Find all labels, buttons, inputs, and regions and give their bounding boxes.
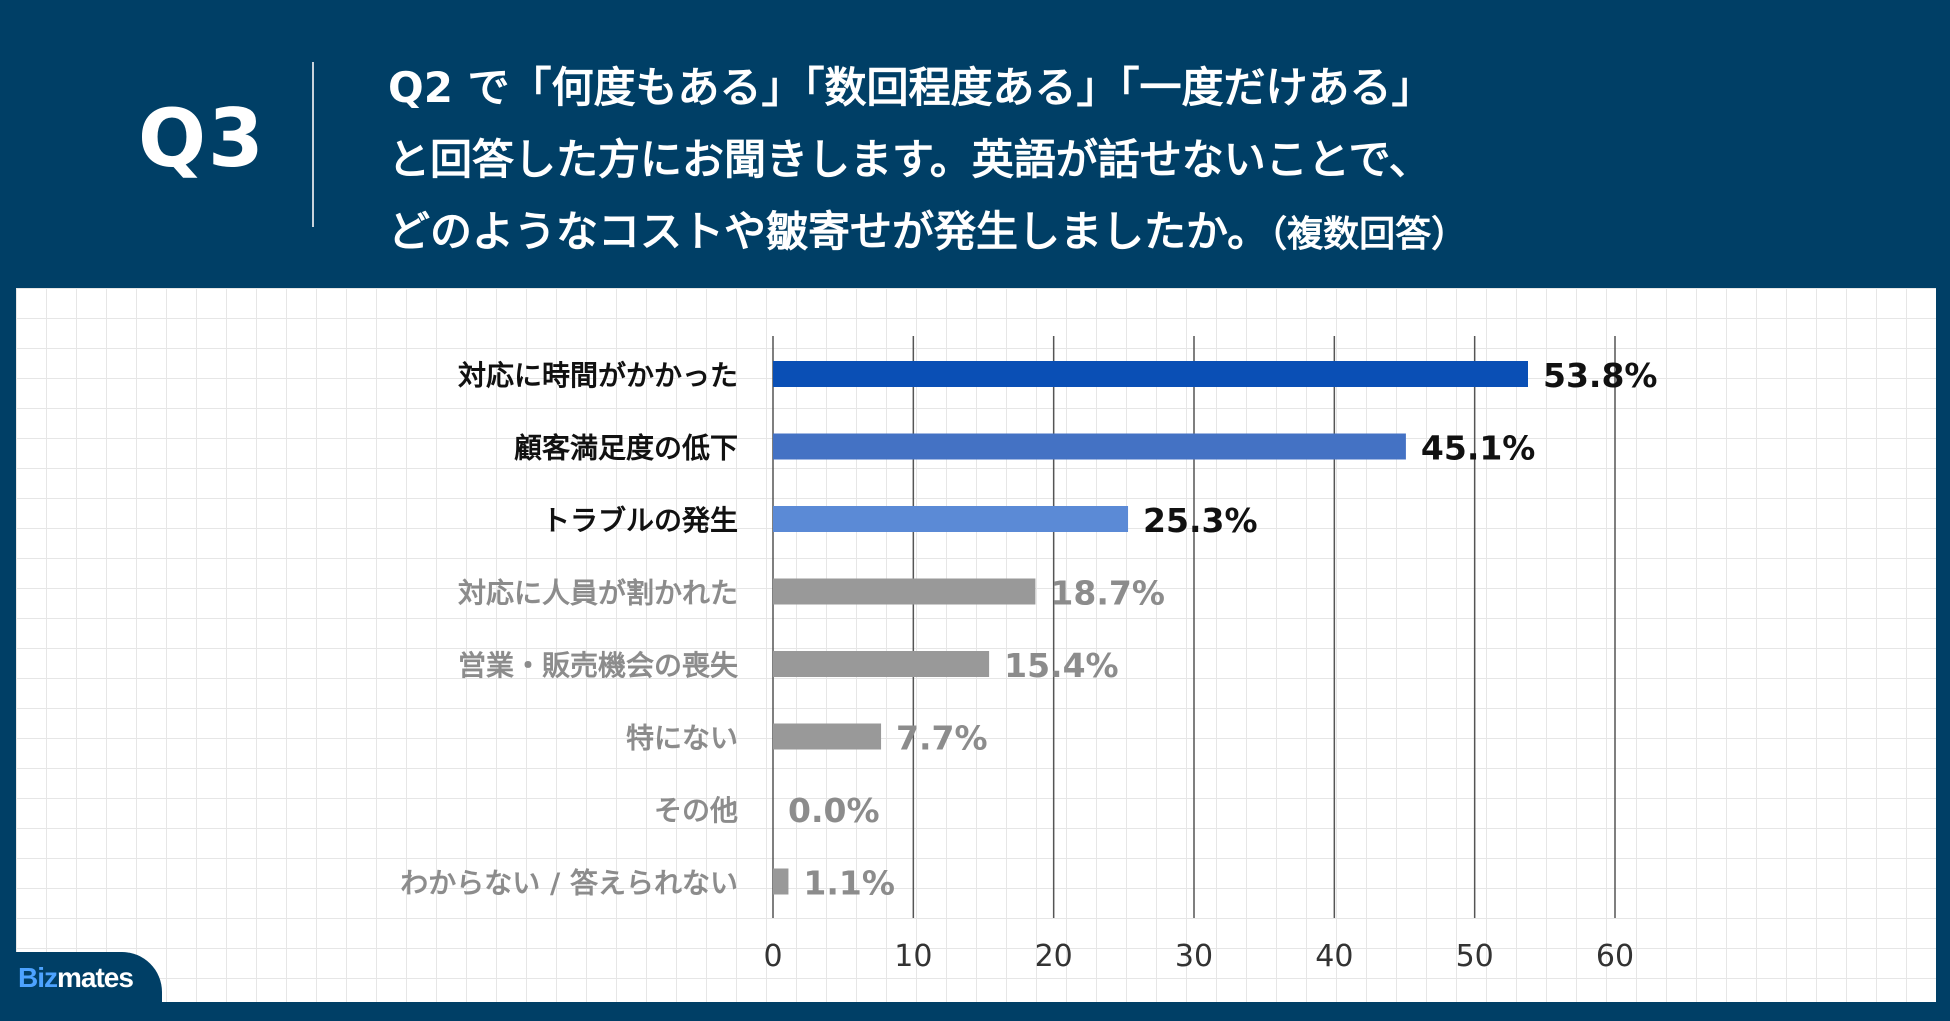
bar (773, 868, 789, 895)
bar (773, 506, 1129, 532)
bar (773, 651, 990, 677)
question-line-3: どのようなコストや皺寄せが発生しましたか。（複数回答） (388, 196, 1788, 271)
x-tick-label: 20 (1035, 939, 1073, 974)
data-label: 45.1% (1421, 429, 1536, 468)
x-tick-label: 10 (894, 939, 932, 974)
bar (773, 578, 1036, 605)
header: Q3 Q2 で「何度もある」「数回程度ある」「一度だけある」 と回答した方にお聞… (0, 0, 1950, 288)
category-label: 特にない (626, 722, 738, 755)
question-line-2: と回答した方にお聞きします。英語が話せないことで、 (388, 135, 1431, 184)
brand-logo: Bizmates (0, 952, 162, 1008)
question-line-3-text: どのようなコストや皺寄せが発生しましたか。 (388, 207, 1270, 256)
bar (773, 361, 1528, 387)
question-number: Q3 (138, 92, 266, 185)
category-label: 対応に時間がかかった (458, 359, 738, 392)
x-tick-label: 30 (1175, 939, 1213, 974)
data-label: 0.0% (788, 791, 880, 830)
x-tick-label: 0 (763, 939, 782, 974)
category-label: わからない / 答えられない (400, 867, 738, 900)
category-label: トラブルの発生 (542, 504, 738, 537)
x-tick-label: 60 (1596, 939, 1634, 974)
bar-chart: 0 10 20 30 40 50 60 対応に時間がかかった 53.8% 顧客満足度の低下 45.1… (400, 336, 1658, 974)
bar (773, 723, 882, 750)
data-label: 18.7% (1050, 574, 1165, 613)
header-divider (312, 62, 314, 227)
x-tick-label: 40 (1315, 939, 1353, 974)
data-label: 53.8% (1543, 356, 1658, 395)
chart-panel: 0 10 20 30 40 50 60 対応に時間がかかった 53.8% 顧客満足度の低下 45.1… (16, 288, 1936, 1002)
brand-logo-prefix: Biz (18, 962, 58, 993)
question-line-1: Q2 で「何度もある」「数回程度ある」「一度だけある」 (388, 63, 1434, 112)
data-label: 7.7% (896, 719, 988, 758)
category-label: 対応に人員が割かれた (458, 577, 738, 610)
category-label: 営業・販売機会の喪失 (458, 649, 739, 682)
category-label: 顧客満足度の低下 (514, 432, 738, 465)
question-text: Q2 で「何度もある」「数回程度ある」「一度だけある」 と回答した方にお聞きしま… (388, 52, 1788, 271)
data-label: 25.3% (1143, 501, 1258, 540)
data-label: 1.1% (803, 864, 895, 903)
data-label: 15.4% (1004, 646, 1118, 685)
brand-logo-suffix: mates (57, 962, 134, 993)
bar (773, 433, 1406, 460)
category-label: その他 (654, 794, 738, 827)
brand-logo-text: Bizmates (18, 962, 134, 994)
x-tick-label: 50 (1456, 939, 1494, 974)
question-suffix: （複数回答） (1269, 214, 1468, 255)
